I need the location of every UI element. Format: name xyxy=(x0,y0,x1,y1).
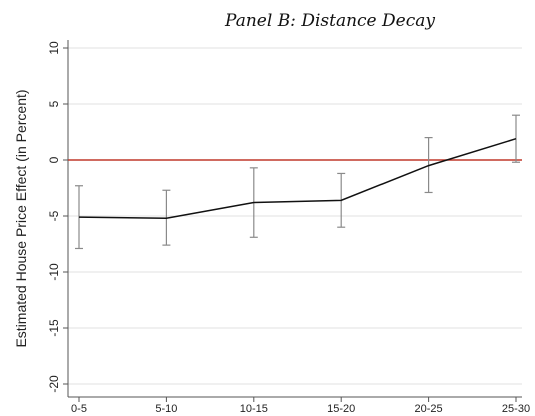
x-tick-label: 5-10 xyxy=(155,403,177,415)
series-line xyxy=(78,138,517,219)
y-tick-label: -20 xyxy=(47,375,61,393)
x-tick-label: 0-5 xyxy=(71,403,87,415)
y-tick-label: -10 xyxy=(47,263,61,281)
x-ticks: 0-5 5-10 10-15 15-20 20-25 25-30 xyxy=(71,397,530,415)
y-ticks: 10 5 0 -5 -10 -15 -20 xyxy=(47,41,68,393)
confidence-intervals xyxy=(75,114,520,250)
x-tick-label: 20-25 xyxy=(415,403,443,415)
chart-title: Panel B: Distance Decay xyxy=(224,11,435,31)
x-tick-label: 25-30 xyxy=(502,403,530,415)
y-tick-label: 5 xyxy=(47,100,61,107)
y-tick-label: 10 xyxy=(47,41,61,55)
y-tick-label: -15 xyxy=(47,319,61,337)
y-axis-label: Estimated House Price Effect (in Percent… xyxy=(13,89,29,347)
y-tick-label: 0 xyxy=(47,156,61,163)
x-tick-label: 10-15 xyxy=(240,403,268,415)
x-tick-label: 15-20 xyxy=(327,403,355,415)
y-tick-label: -5 xyxy=(47,210,61,221)
grid-lines xyxy=(68,47,522,385)
